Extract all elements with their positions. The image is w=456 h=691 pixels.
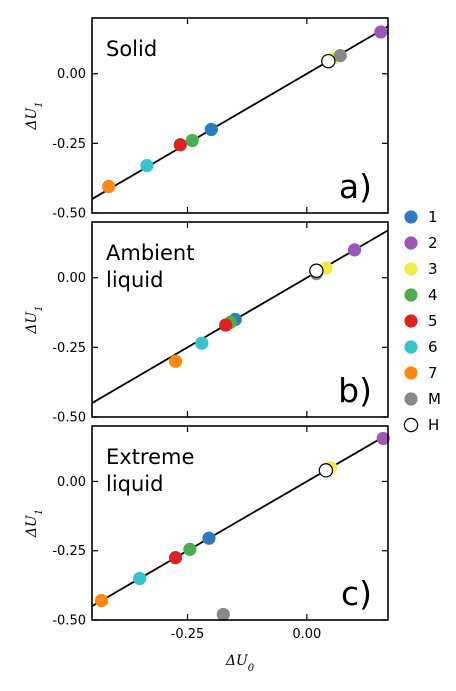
point-5 bbox=[168, 551, 183, 565]
legend-marker-4 bbox=[404, 288, 418, 302]
y-axis-label: ΔU1 bbox=[24, 101, 45, 130]
point-4 bbox=[183, 542, 197, 556]
point-6 bbox=[140, 159, 154, 173]
y-tick-label: 0.00 bbox=[57, 67, 86, 82]
y-tick-label: 0.00 bbox=[57, 271, 86, 286]
legend-marker-7 bbox=[404, 366, 418, 380]
point-4 bbox=[185, 133, 199, 148]
point-6 bbox=[133, 571, 147, 586]
point-2 bbox=[347, 243, 362, 257]
point-m bbox=[333, 49, 347, 63]
panel-label: Extreme bbox=[106, 445, 194, 469]
point-m bbox=[216, 607, 230, 622]
legend-marker-h bbox=[403, 417, 419, 433]
plot-frame bbox=[91, 17, 389, 214]
y-tick-label: -0.25 bbox=[52, 341, 86, 356]
y-tick-label: 0.00 bbox=[57, 475, 86, 490]
point-5 bbox=[173, 138, 187, 152]
point-7 bbox=[168, 354, 183, 368]
legend-label: H bbox=[428, 416, 439, 434]
y-tick-label: -0.25 bbox=[52, 544, 86, 559]
legend-label: M bbox=[428, 390, 441, 408]
point-7 bbox=[102, 179, 116, 194]
panel-1: 0.00 -0.25 -0.50 Solid a) ΔU1 bbox=[24, 17, 389, 222]
plot-frame bbox=[91, 221, 389, 418]
point-2 bbox=[376, 431, 390, 446]
x-tick-label: 0.00 bbox=[292, 627, 321, 642]
y-tick-label: -0.50 bbox=[52, 207, 86, 222]
legend: 1 2 3 4 5 6 7 MH bbox=[403, 208, 441, 434]
legend-label: 7 bbox=[428, 364, 438, 382]
point-2 bbox=[374, 25, 388, 39]
legend-marker-1 bbox=[404, 210, 418, 224]
panel-2: 0.00 -0.25 -0.50 Ambient liquid b) ΔU1 bbox=[24, 221, 389, 426]
panel-label: liquid bbox=[106, 472, 163, 496]
legend-marker-6 bbox=[404, 340, 418, 354]
point-h bbox=[321, 53, 336, 69]
x-tick-label: -0.25 bbox=[171, 627, 205, 642]
legend-label: 6 bbox=[428, 338, 438, 356]
panel-label: liquid bbox=[106, 268, 163, 292]
panel-tag: a) bbox=[339, 167, 372, 206]
y-axis-label: ΔU1 bbox=[24, 305, 45, 334]
legend-marker-5 bbox=[404, 314, 418, 328]
panel-tag: b) bbox=[338, 371, 372, 410]
x-axis-label: ΔU0 bbox=[225, 653, 255, 674]
point-5 bbox=[219, 318, 233, 332]
legend-label: 1 bbox=[428, 208, 438, 226]
y-axis-label: ΔU1 bbox=[24, 509, 45, 538]
y-tick-label: -0.25 bbox=[52, 137, 86, 152]
legend-marker-3 bbox=[404, 262, 418, 276]
panel-label: Solid bbox=[106, 37, 157, 61]
panel-label: Ambient bbox=[106, 241, 194, 265]
legend-label: 4 bbox=[428, 286, 438, 304]
point-6 bbox=[195, 336, 209, 350]
point-1 bbox=[204, 122, 218, 137]
legend-label: 5 bbox=[428, 312, 438, 330]
point-7 bbox=[94, 594, 109, 608]
panel-3: 0.00 -0.25 -0.50 -0.25 0.00 Extreme liquid c) ΔU… bbox=[24, 425, 390, 674]
panel-tag: c) bbox=[341, 574, 372, 613]
point-h bbox=[309, 263, 324, 278]
plot-frame bbox=[91, 425, 389, 621]
y-tick-label: -0.50 bbox=[52, 411, 86, 426]
point-1 bbox=[202, 531, 216, 545]
y-tick-label: -0.50 bbox=[52, 614, 86, 629]
point-h bbox=[318, 463, 334, 478]
legend-label: 3 bbox=[428, 260, 438, 278]
legend-marker-2 bbox=[404, 236, 418, 250]
legend-label: 2 bbox=[428, 234, 438, 252]
legend-marker-m bbox=[404, 392, 418, 406]
